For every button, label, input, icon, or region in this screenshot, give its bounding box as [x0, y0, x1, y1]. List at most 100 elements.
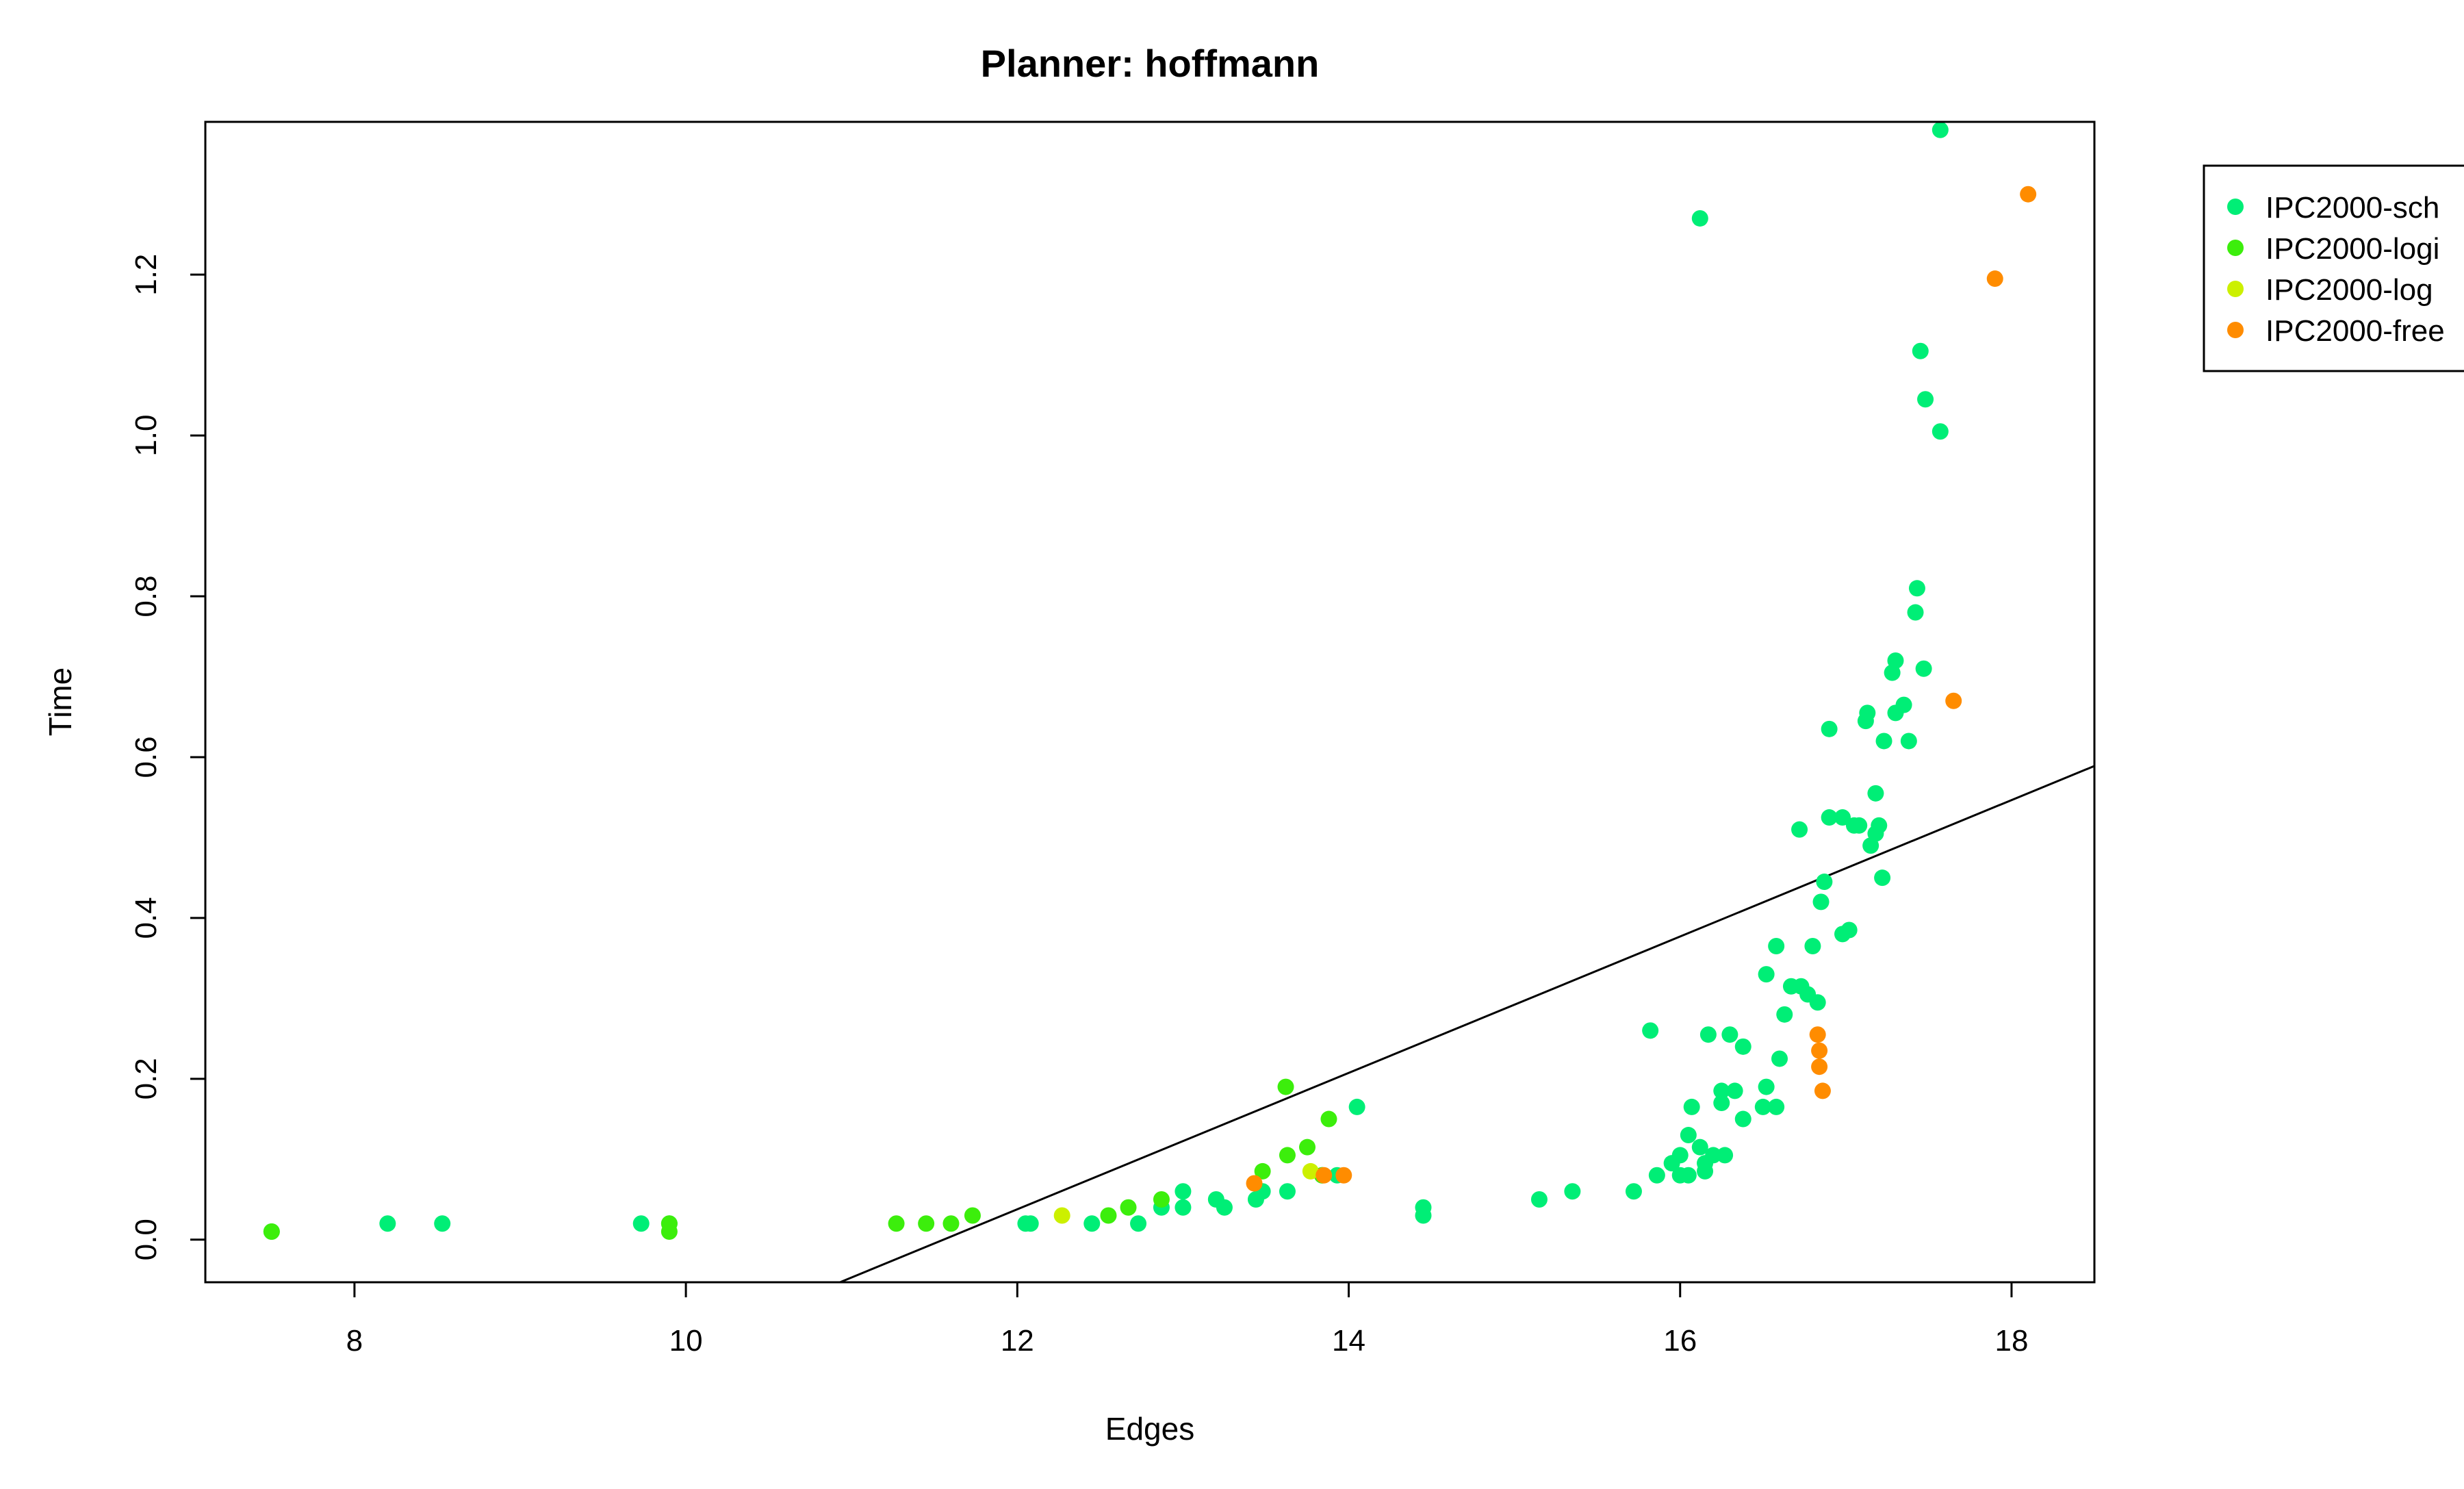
y-axis: 0.0 0.2 0.4 0.6 0.8 1.0 1.2 — [129, 254, 207, 1260]
point-1-11 — [1277, 1078, 1294, 1095]
legend: IPC2000-sch IPC2000-logi IPC2000-log IPC200… — [2203, 164, 2464, 372]
point-3-2 — [1335, 1167, 1352, 1184]
point-3-6 — [1814, 1082, 1831, 1099]
point-0-64 — [1840, 921, 1858, 939]
legend-marker-1 — [2227, 240, 2244, 256]
y-tick-label-0: 0.0 — [129, 1219, 163, 1260]
point-0-57 — [1809, 994, 1826, 1011]
point-0-78 — [1895, 696, 1912, 713]
y-tick-label-2: 0.4 — [129, 897, 163, 939]
y-tick-label-4: 0.8 — [129, 575, 163, 617]
x-tick-label-5: 18 — [1994, 1324, 2028, 1358]
point-0-10 — [1175, 1199, 1192, 1216]
point-0-84 — [1917, 391, 1934, 408]
point-0-47 — [1758, 966, 1775, 983]
point-0-76 — [1887, 652, 1904, 670]
legend-label-1: IPC2000-logi — [2266, 232, 2439, 266]
point-0-16 — [1279, 1183, 1296, 1200]
point-3-1 — [1316, 1167, 1333, 1184]
point-1-13 — [1299, 1138, 1316, 1156]
point-0-8 — [1130, 1215, 1147, 1232]
legend-label-2: IPC2000-log — [2266, 273, 2433, 307]
x-tick-label-0: 8 — [346, 1324, 363, 1358]
legend-marker-3 — [2227, 322, 2244, 338]
y-tick-label-6: 1.2 — [129, 254, 163, 296]
point-0-1 — [379, 1215, 396, 1232]
point-0-35 — [1699, 1026, 1717, 1043]
point-3-4 — [1811, 1042, 1828, 1059]
chart-title: Planner: hoffmann — [981, 42, 1320, 85]
point-0-72 — [1871, 817, 1888, 834]
point-0-83 — [1915, 660, 1932, 677]
x-tick-label-4: 16 — [1663, 1324, 1697, 1358]
point-1-14 — [1320, 1110, 1337, 1128]
point-0-59 — [1816, 874, 1833, 891]
point-0-68 — [1859, 704, 1876, 722]
point-0-58 — [1812, 893, 1830, 911]
point-0-45 — [1754, 1098, 1771, 1115]
point-0-24 — [1625, 1183, 1642, 1200]
point-0-46 — [1758, 1078, 1775, 1095]
point-0-23 — [1564, 1183, 1581, 1200]
point-3-0 — [1246, 1175, 1263, 1192]
point-3-8 — [1986, 270, 2003, 288]
point-0-25 — [1642, 1022, 1659, 1039]
point-0-51 — [1776, 1006, 1793, 1023]
point-1-10 — [1254, 1162, 1271, 1180]
legend-marker-0 — [2227, 199, 2244, 215]
point-0-80 — [1907, 604, 1924, 621]
point-0-73 — [1874, 869, 1891, 887]
point-0-66 — [1851, 817, 1868, 834]
point-3-5 — [1811, 1058, 1828, 1076]
point-0-74 — [1875, 733, 1892, 750]
point-0-41 — [1721, 1026, 1738, 1043]
point-0-70 — [1867, 785, 1884, 802]
data-points-layer — [263, 121, 2037, 1240]
point-1-2 — [660, 1215, 678, 1232]
point-1-8 — [1120, 1199, 1137, 1216]
point-1-12 — [1279, 1147, 1296, 1164]
point-0-49 — [1768, 938, 1785, 955]
point-3-7 — [1945, 692, 1962, 709]
y-tick-label-3: 0.6 — [129, 736, 163, 778]
point-2-1 — [1302, 1162, 1319, 1180]
point-0-30 — [1671, 1147, 1689, 1164]
point-0-43 — [1734, 1110, 1751, 1128]
point-0-7 — [1083, 1215, 1101, 1232]
x-tick-label-2: 12 — [1001, 1324, 1034, 1358]
legend-box — [2203, 164, 2464, 372]
point-0-29 — [1680, 1167, 1697, 1184]
point-0-53 — [1791, 821, 1808, 838]
y-tick-label-5: 1.0 — [129, 415, 163, 457]
point-1-4 — [918, 1215, 935, 1232]
point-0-56 — [1804, 938, 1821, 955]
point-0-21 — [1415, 1199, 1432, 1216]
legend-label-0: IPC2000-sch — [2266, 191, 2439, 225]
point-0-85 — [1932, 423, 1949, 440]
point-2-0 — [1053, 1207, 1070, 1224]
point-0-44 — [1734, 1038, 1751, 1055]
point-3-9 — [2020, 186, 2037, 203]
plot-frame — [204, 120, 2096, 1284]
legend-label-3: IPC2000-free — [2266, 314, 2445, 348]
point-1-7 — [1100, 1207, 1117, 1224]
x-axis: 8 10 12 14 16 18 — [346, 1281, 2028, 1358]
point-1-6 — [964, 1207, 981, 1224]
point-0-31 — [1680, 1127, 1697, 1144]
point-0-37 — [1705, 1147, 1722, 1164]
point-0-87 — [1691, 209, 1708, 227]
legend-marker-2 — [2227, 281, 2244, 297]
point-0-40 — [1717, 1147, 1734, 1164]
point-1-9 — [1153, 1191, 1170, 1208]
regression-line-layer — [839, 765, 2095, 1284]
point-0-22 — [1530, 1191, 1548, 1208]
point-0-60 — [1821, 809, 1838, 826]
point-0-32 — [1683, 1098, 1700, 1115]
point-1-5 — [942, 1215, 960, 1232]
point-0-42 — [1726, 1082, 1743, 1099]
point-0-33 — [1691, 1138, 1708, 1156]
point-0-38 — [1713, 1095, 1730, 1112]
point-0-79 — [1900, 733, 1917, 750]
point-0-61 — [1821, 720, 1838, 737]
